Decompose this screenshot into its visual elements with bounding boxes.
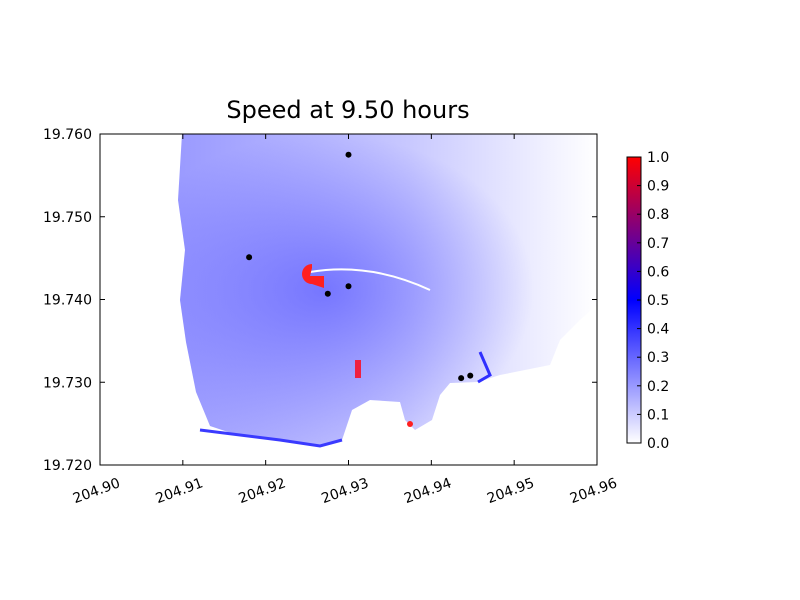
gauge-point — [324, 290, 331, 297]
gauge-point — [246, 254, 253, 261]
gauge-point — [458, 375, 465, 382]
gauge-point — [467, 372, 474, 379]
chart-title: Speed at 9.50 hours — [226, 96, 469, 124]
gauge-point — [345, 283, 352, 290]
speed-field — [178, 134, 597, 448]
colorbar-tick-label: 0.1 — [647, 407, 669, 423]
colorbar-tick-label: 0.7 — [647, 236, 669, 252]
y-tick-label: 19.750 — [43, 210, 92, 226]
y-tick-label: 19.720 — [43, 458, 92, 474]
colorbar-tick-label: 0.9 — [647, 179, 669, 195]
y-tick-label: 19.730 — [43, 375, 92, 391]
y-tick-label: 19.760 — [43, 127, 92, 143]
colorbar-tick-label: 0.2 — [647, 379, 669, 395]
y-tick-label: 19.740 — [43, 293, 92, 309]
colorbar-tick-label: 0.6 — [647, 264, 669, 280]
colorbar-tick-label: 1.0 — [647, 150, 669, 166]
colorbar-tick-label: 0.8 — [647, 207, 669, 223]
colorbar-tick-label: 0.5 — [647, 293, 669, 309]
colorbar-tick-label: 0.3 — [647, 350, 669, 366]
colorbar-tick-label: 0.4 — [647, 322, 669, 338]
colorbar-tick-label: 0.0 — [647, 436, 669, 452]
gauge-point — [345, 151, 352, 158]
